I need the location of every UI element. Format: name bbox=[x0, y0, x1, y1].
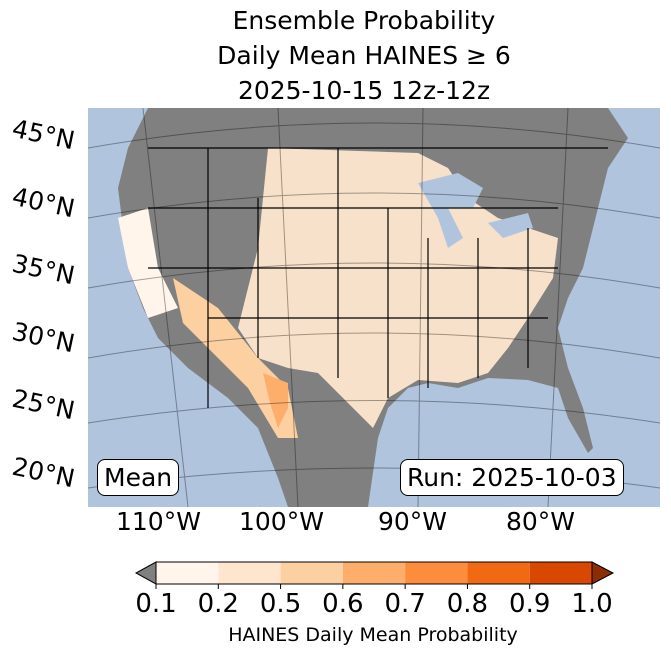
lat-label-25: 25°N bbox=[9, 383, 78, 426]
colorbar-segment bbox=[529, 562, 592, 584]
lon-label-90w: 90°W bbox=[378, 507, 448, 536]
lon-label-100w: 100°W bbox=[239, 507, 324, 536]
sw-probability-area bbox=[173, 278, 298, 438]
lon-label-110w: 110°W bbox=[116, 507, 201, 536]
colorbar-tick-label: 1.0 bbox=[571, 589, 613, 619]
colorbar-tick-label: 0.9 bbox=[509, 589, 551, 619]
state-borders bbox=[148, 147, 608, 408]
title-line-2: Daily Mean HAINES ≥ 6 bbox=[217, 41, 511, 70]
title-line-3: 2025-10-15 12z-12z bbox=[237, 76, 491, 105]
colorbar-segment bbox=[280, 562, 343, 584]
lat-label-35: 35°N bbox=[9, 248, 78, 291]
colorbar-segment bbox=[342, 562, 406, 584]
colorbar-tick-label: 0.8 bbox=[446, 589, 489, 619]
mean-label-box: Mean bbox=[97, 459, 180, 496]
colorbar-tick-label: 0.7 bbox=[384, 589, 426, 619]
colorbar bbox=[134, 561, 615, 589]
colorbar-label: HAINES Daily Mean Probability bbox=[228, 624, 518, 646]
lat-label-40: 40°N bbox=[9, 181, 78, 224]
title-line-1: Ensemble Probability bbox=[232, 6, 496, 35]
lat-label-30: 30°N bbox=[9, 316, 78, 359]
run-date-box: Run: 2025-10-03 bbox=[400, 459, 624, 496]
west-low-area bbox=[118, 208, 178, 318]
lat-label-45: 45°N bbox=[9, 113, 78, 156]
tx-high-area bbox=[263, 373, 288, 428]
map bbox=[88, 108, 660, 507]
great-lakes bbox=[418, 173, 533, 248]
colorbar-over-arrow bbox=[591, 561, 615, 585]
colorbar-segment bbox=[218, 562, 281, 584]
colorbar-tick-label: 0.1 bbox=[135, 589, 177, 619]
graticule bbox=[88, 108, 660, 507]
lon-label-80w: 80°W bbox=[506, 507, 576, 536]
colorbar-tick-label: 0.6 bbox=[322, 589, 364, 619]
colorbar-tick-label: 0.5 bbox=[259, 589, 302, 619]
colorbar-tick-label: 0.2 bbox=[197, 589, 239, 619]
colorbar-under-arrow bbox=[134, 561, 157, 585]
colorbar-outline bbox=[155, 561, 593, 585]
colorbar-segment bbox=[405, 562, 468, 584]
lat-label-20: 20°N bbox=[9, 451, 78, 494]
colorbar-segment bbox=[156, 562, 219, 584]
colorbar-segment bbox=[467, 562, 530, 584]
